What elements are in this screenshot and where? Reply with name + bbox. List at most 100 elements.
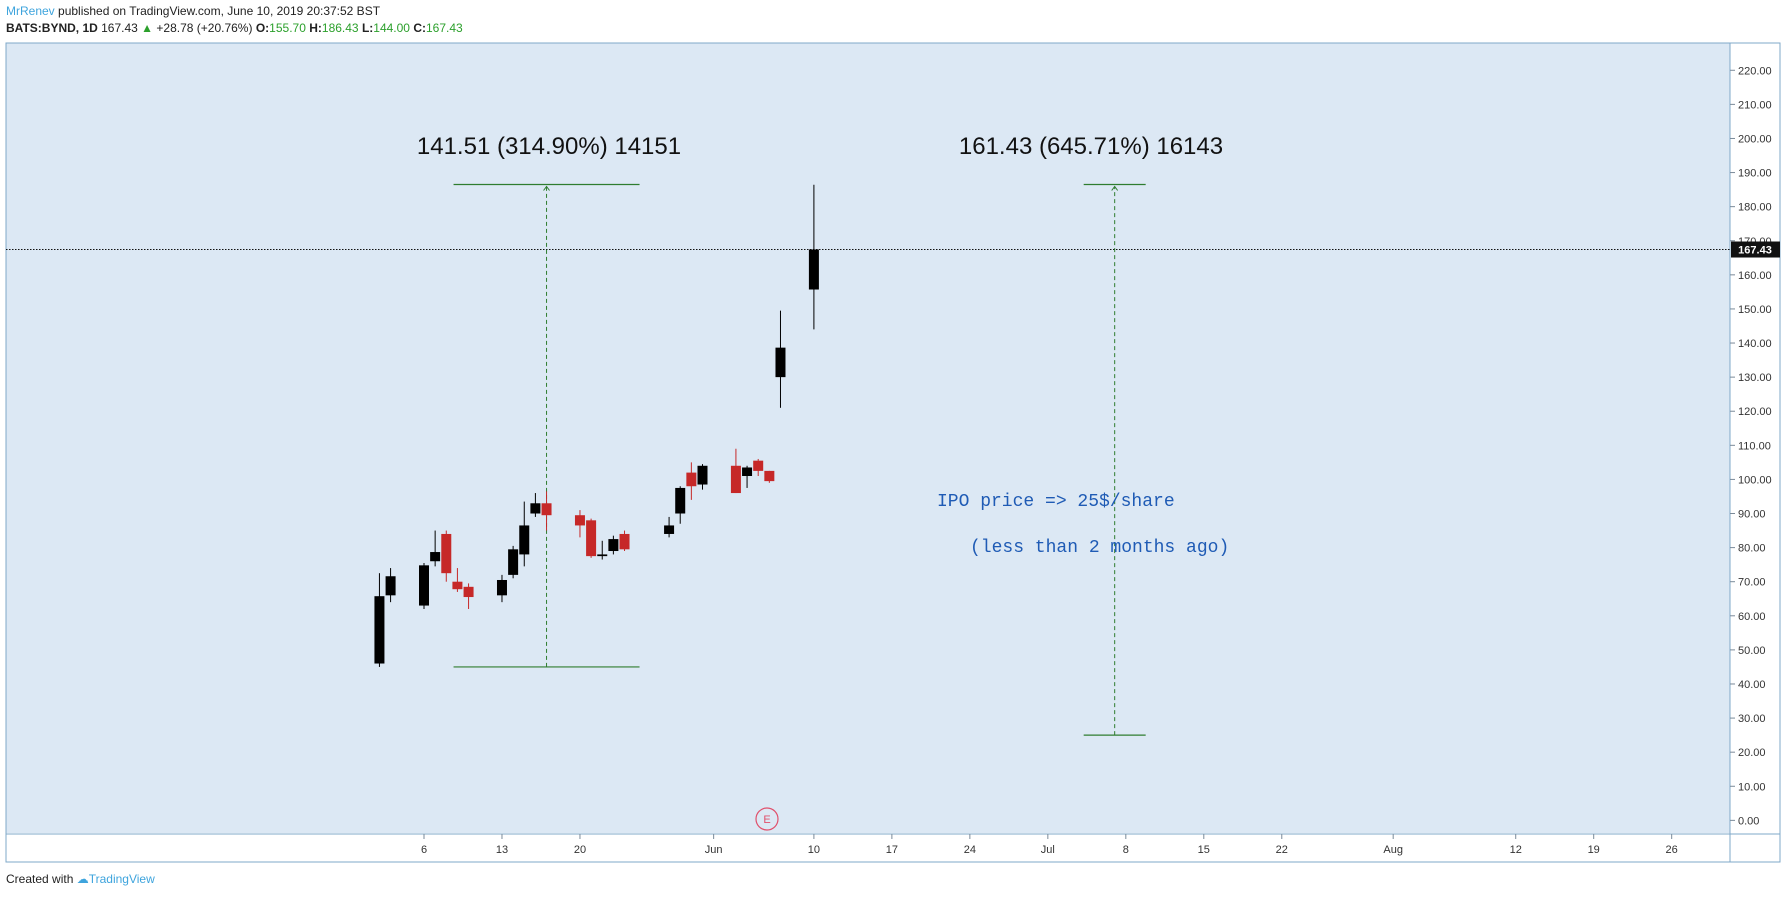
publish-info: MrRenev published on TradingView.com, Ju… (6, 4, 380, 18)
x-tick-label: 24 (964, 844, 976, 856)
candle-body (452, 581, 463, 590)
ohlc-legend: BATS:BYND, 1D 167.43 ▲ +28.78 (+20.76%) … (6, 21, 463, 35)
annotation-label-2: 161.43 (645.71%) 16143 (959, 133, 1223, 160)
y-tick-label: 140.00 (1738, 338, 1772, 350)
y-tick-label: 130.00 (1738, 372, 1772, 384)
x-tick-label: Jul (1041, 844, 1055, 856)
candle-body (530, 503, 541, 514)
x-tick-label: 13 (496, 844, 508, 856)
created-with-label: Created with (6, 872, 74, 886)
tradingview-logo-icon: ☁ (76, 872, 89, 886)
candle-body (742, 467, 753, 477)
x-tick-label: 8 (1123, 844, 1129, 856)
tradingview-brand-link[interactable]: TradingView (88, 872, 155, 886)
x-tick-label: 20 (574, 844, 586, 856)
y-tick-label: 190.00 (1738, 168, 1772, 180)
candle-body (686, 472, 697, 487)
x-tick-label: 6 (421, 844, 427, 856)
x-tick-label: 15 (1198, 844, 1210, 856)
y-tick-label: 210.00 (1738, 99, 1772, 111)
close-value: 167.43 (425, 21, 463, 35)
candle-body (374, 596, 385, 664)
y-tick-label: 20.00 (1738, 747, 1766, 759)
arrow-up-icon (543, 185, 550, 191)
y-tick-label: 30.00 (1738, 713, 1766, 725)
publish-date: published on TradingView.com, June 10, 2… (54, 4, 381, 18)
y-tick-label: 220.00 (1738, 65, 1772, 77)
y-tick-label: 120.00 (1738, 406, 1772, 418)
y-tick-label: 100.00 (1738, 474, 1772, 486)
candle-body (619, 533, 630, 550)
y-tick-label: 60.00 (1738, 611, 1766, 623)
y-tick-label: 50.00 (1738, 645, 1766, 657)
author-link[interactable]: MrRenev (6, 4, 55, 18)
candle-body (541, 503, 552, 516)
high-value: 186.43 (321, 21, 359, 35)
y-tick-label: 90.00 (1738, 509, 1766, 521)
symbol-label: BATS:BYND, 1D (6, 21, 98, 35)
y-tick-label: 200.00 (1738, 133, 1772, 145)
x-tick-label: Aug (1383, 844, 1403, 856)
open-value: 155.70 (269, 21, 306, 35)
candle-body (463, 586, 474, 598)
up-arrow-icon: ▲ (141, 21, 154, 35)
candle-body (586, 520, 597, 557)
x-tick-label: 19 (1588, 844, 1600, 856)
y-tick-label: 70.00 (1738, 577, 1766, 589)
annotations[interactable] (453, 183, 1146, 736)
low-value: 144.00 (373, 21, 410, 35)
y-tick-label: 10.00 (1738, 781, 1766, 793)
last-price-line-group: 167.43 (6, 241, 1780, 258)
candle-body (597, 554, 608, 557)
last-price-tag (1731, 241, 1780, 258)
candle-body (430, 552, 441, 562)
candle-body (385, 576, 396, 596)
x-tick-label: 17 (886, 844, 898, 856)
candle-body (664, 525, 675, 534)
last-price-tag-label: 167.43 (1738, 245, 1772, 257)
annotation-label-1: 141.51 (314.90%) 14151 (417, 133, 681, 160)
x-tick-label: 26 (1666, 844, 1678, 856)
low-label: L: (361, 21, 374, 35)
candle-body (675, 487, 686, 514)
high-label: H: (309, 21, 322, 35)
chart-frame (5, 42, 1781, 863)
x-tick-label: 22 (1276, 844, 1288, 856)
y-tick-label: 40.00 (1738, 679, 1766, 691)
earnings-marker-circle (755, 807, 779, 831)
candle-body (574, 515, 585, 526)
candle-body (608, 539, 619, 552)
open-label: O: (255, 21, 270, 35)
candle-body (808, 249, 819, 290)
candles[interactable] (374, 184, 819, 667)
candle-body (496, 579, 507, 596)
x-tick-label: Jun (705, 844, 723, 856)
y-tick-label: 150.00 (1738, 304, 1772, 316)
time-axis[interactable]: 6 13 20 Jun 10 17 24 Jul 8 15 22 Aug 12 19 26 (421, 834, 1678, 856)
candle-body (764, 470, 775, 482)
earnings-marker-label: E (763, 814, 770, 826)
y-tick-label: 160.00 (1738, 270, 1772, 282)
close-label: C: (413, 21, 426, 35)
candle-body (419, 565, 429, 606)
candle-body (441, 533, 452, 574)
y-tick-label: 110.00 (1738, 440, 1771, 452)
arrow-up-icon (1111, 185, 1119, 191)
ipo-note-line-1: IPO price => 25$/share (937, 492, 1175, 512)
plot-area[interactable] (6, 43, 1730, 833)
last-price: 167.43 (101, 21, 138, 35)
candle-body (519, 525, 530, 555)
footer: Created with ☁TradingView (6, 872, 155, 886)
y-tick-label: 180.00 (1738, 202, 1772, 214)
y-tick-label: 0.00 (1738, 815, 1759, 827)
candle-body (508, 549, 519, 575)
y-tick-label: 80.00 (1738, 543, 1766, 555)
x-tick-label: 10 (808, 844, 820, 856)
x-tick-label: 12 (1510, 844, 1522, 856)
earnings-event-marker[interactable]: E (755, 807, 779, 831)
candle-body (775, 347, 786, 378)
price-axis[interactable]: 0.00 10.00 20.00 30.00 40.00 50.00 60.00 70.00 8… (1730, 65, 1772, 827)
ipo-note-line-2: (less than 2 months ago) (970, 538, 1229, 558)
candle-body (697, 465, 708, 485)
